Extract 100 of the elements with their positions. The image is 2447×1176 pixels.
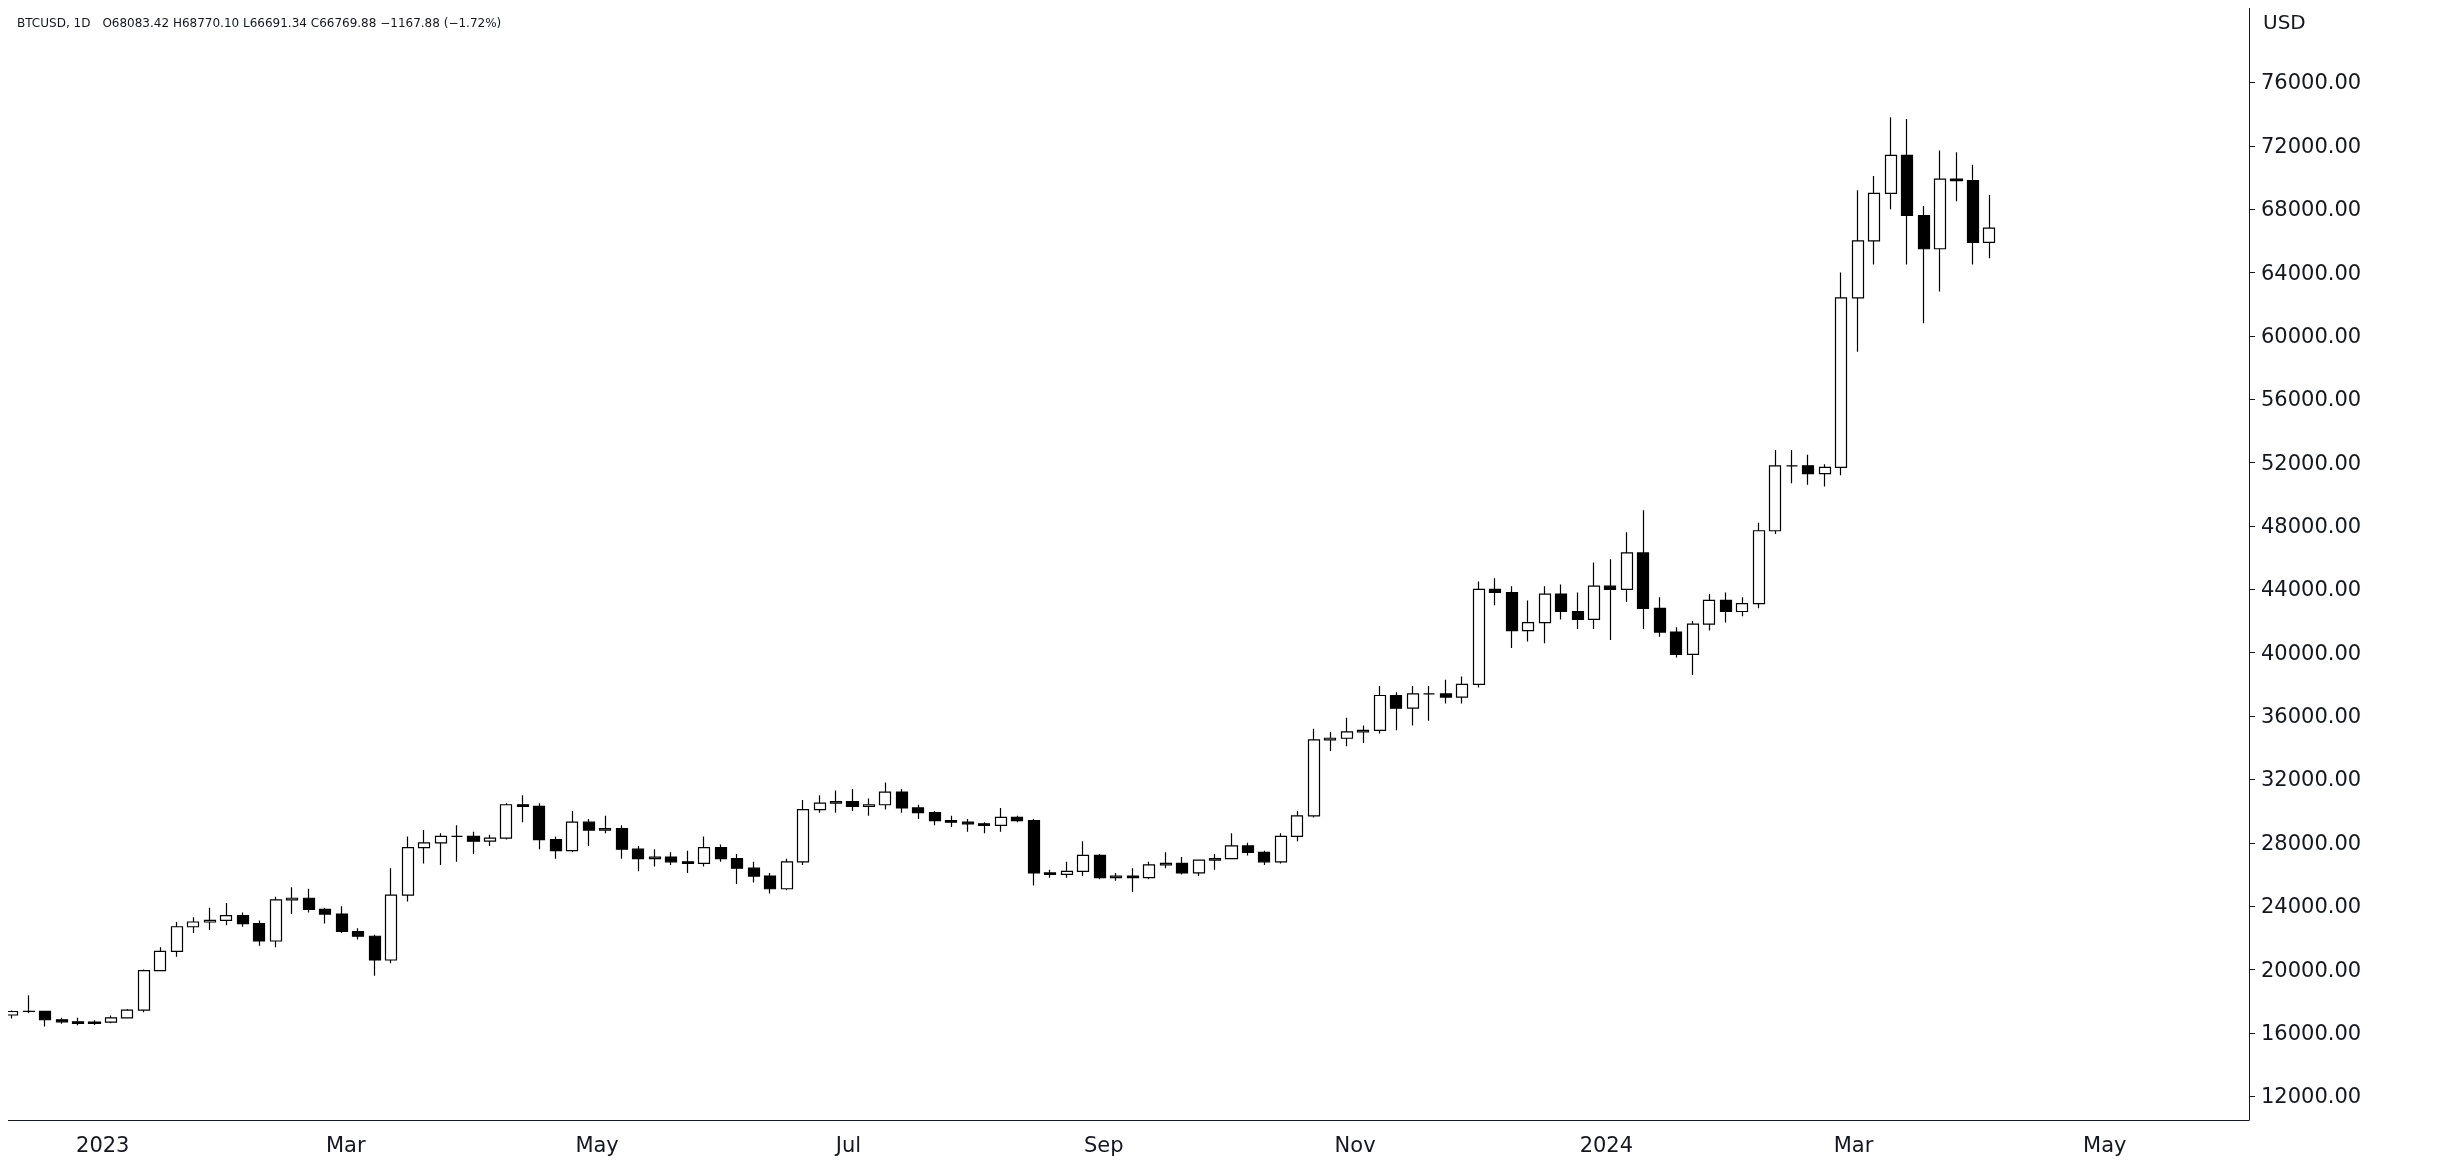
candlestick (1109, 872, 1123, 882)
y-tick-label: 40000.00 (2261, 640, 2362, 665)
x-tick-label: Mar (1833, 1132, 1874, 1157)
y-tick-label: 52000.00 (2261, 450, 2362, 475)
candlestick (1389, 691, 1403, 731)
candlestick (994, 807, 1008, 833)
candlestick (1851, 189, 1865, 353)
candlestick (944, 815, 958, 828)
candlestick (1175, 856, 1189, 876)
candlestick (911, 804, 925, 820)
candlestick (961, 818, 975, 833)
candlestick (1142, 861, 1156, 880)
candlestick (71, 1017, 85, 1026)
candlestick (1982, 194, 1996, 259)
candlestick (351, 927, 365, 941)
candlestick (1768, 449, 1782, 535)
candlestick (1785, 449, 1799, 484)
candlestick (1027, 818, 1041, 887)
candlestick (1949, 151, 1964, 202)
candlestick (1620, 531, 1634, 603)
candlestick (1653, 596, 1667, 638)
candlestick (1867, 175, 1881, 266)
candlestick (615, 824, 629, 860)
y-tick-label: 24000.00 (2261, 894, 2362, 919)
y-tick-label: 32000.00 (2261, 767, 2362, 792)
candlestick (1043, 869, 1057, 879)
candlestick (1455, 675, 1469, 704)
x-tick-label: Mar (325, 1132, 366, 1157)
candlestick (1587, 561, 1601, 630)
candlestick (1224, 832, 1239, 860)
candlestick (302, 888, 316, 914)
candlestick (697, 835, 711, 868)
candlestick (631, 845, 645, 872)
candlestick (1735, 596, 1749, 617)
candlestick (1571, 591, 1585, 630)
candlestick (186, 916, 200, 934)
candlestick (1719, 591, 1733, 624)
candlestick (549, 835, 563, 860)
candlestick (813, 794, 827, 814)
candlestick (450, 824, 464, 863)
x-tick-label: 2023 (76, 1132, 130, 1157)
candlestick (829, 789, 843, 814)
candlestick (1307, 728, 1321, 819)
y-tick-label: 76000.00 (2261, 70, 2362, 95)
candlestick (1966, 164, 1980, 266)
candlestick (1900, 118, 1914, 266)
candlestick (1521, 599, 1535, 643)
candlestick (648, 848, 662, 868)
candlestick (1126, 867, 1140, 893)
candlestick (1917, 205, 1931, 324)
candlestick (38, 1010, 52, 1028)
y-tick-label: 44000.00 (2261, 577, 2362, 602)
x-tick-label: May (2083, 1132, 2127, 1157)
candlestick (1702, 593, 1716, 632)
candlestick (1472, 580, 1486, 689)
candlestick (1422, 685, 1436, 722)
candlestick (780, 858, 794, 891)
y-tick-label: 72000.00 (2261, 133, 2362, 158)
y-tick-label: 16000.00 (2261, 1020, 2362, 1045)
x-tick-label: Jul (833, 1132, 862, 1157)
candlestick (664, 851, 678, 866)
candlestick (1274, 832, 1288, 864)
candlestick (203, 907, 217, 931)
candlestick (1488, 577, 1502, 606)
x-tick-label: 2024 (1579, 1132, 1634, 1157)
candlestick (1208, 853, 1222, 871)
candlestick (466, 831, 481, 855)
y-tick-label: 36000.00 (2261, 704, 2362, 729)
y-tick-label: 68000.00 (2261, 197, 2362, 222)
y-tick-label: 60000.00 (2261, 323, 2362, 348)
candlestick (598, 815, 612, 834)
candlestick (318, 907, 332, 925)
candlestick (153, 946, 167, 972)
candlestick (895, 788, 909, 814)
candlestick (1554, 583, 1568, 621)
candlestick (1686, 620, 1700, 676)
candlestick (55, 1017, 69, 1025)
candlestick (1834, 271, 1848, 476)
candlestick (977, 821, 991, 834)
y-tick-label: 56000.00 (2261, 387, 2362, 412)
candlestick (1884, 116, 1898, 210)
candlestick (401, 835, 415, 902)
y-tick-label: 20000.00 (2261, 957, 2362, 982)
candlestick (120, 1008, 134, 1020)
candlestick (730, 853, 744, 885)
candlestick (1290, 810, 1304, 842)
candlestick (1076, 840, 1090, 877)
candlestick (1257, 850, 1271, 866)
candlestick (483, 834, 497, 847)
candlestick (269, 896, 283, 948)
x-tick-label: May (575, 1132, 619, 1157)
candlestick (1010, 815, 1024, 823)
text: O68083.42 H68770.10 L66691.34 C66769.88 −1167.88 (−1.72%) (102, 16, 502, 30)
candlestick (1801, 454, 1815, 486)
candlestick (434, 832, 448, 866)
candlestick (1752, 522, 1766, 609)
candlestick (104, 1014, 118, 1024)
candlestick (1356, 724, 1370, 744)
candlestick (763, 872, 777, 895)
candlestick (335, 905, 349, 934)
